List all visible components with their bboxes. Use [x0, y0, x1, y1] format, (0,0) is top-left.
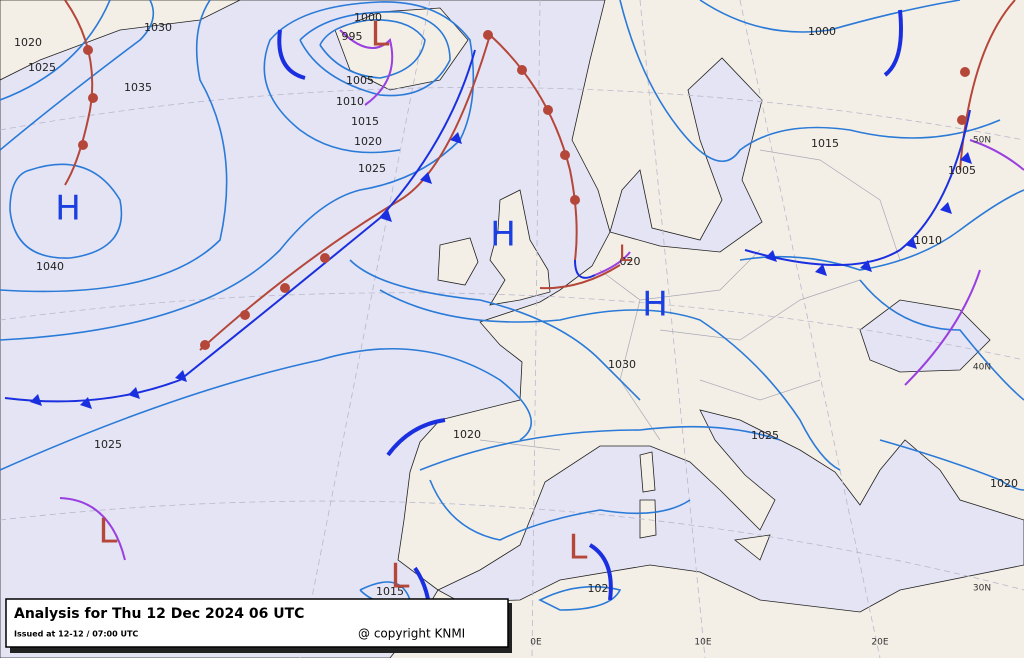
grid-labels: 0E 10E 20E 30N 40N 50N — [530, 136, 991, 648]
caption: Analysis for Thu 12 Dec 2024 06 UTC Issu… — [5, 598, 512, 653]
north-sea-baltic — [609, 57, 763, 253]
isobar-label: 1020 — [14, 36, 42, 49]
isobar-label: 1035 — [124, 81, 152, 94]
caption-title: Analysis for Thu 12 Dec 2024 06 UTC — [14, 606, 304, 622]
isobar-label: 1020 — [990, 477, 1018, 490]
isobar-label: 1040 — [36, 260, 64, 273]
isobar-label: 1025 — [94, 438, 122, 451]
latitude-label: 40N — [973, 363, 991, 373]
ireland — [437, 237, 479, 286]
isobar-label: 1015 — [376, 585, 404, 598]
low-center: L — [391, 557, 410, 597]
high-center: H — [55, 189, 81, 229]
high-center: H — [642, 285, 668, 325]
mediterranean — [437, 409, 1024, 613]
isobar-label: 1015 — [811, 137, 839, 150]
isobar-label: 995 — [342, 30, 363, 43]
isobar-label: 1025 — [28, 61, 56, 74]
latitude-label: 50N — [973, 136, 991, 146]
latitude-label: 30N — [973, 584, 991, 594]
borders — [479, 149, 901, 451]
isobar-label: 1005 — [948, 164, 976, 177]
fronts — [4, 0, 1024, 621]
longitude-label: 20E — [871, 638, 888, 648]
pressure-centers: H H H L L L L L — [55, 15, 668, 597]
isobar-label: 1030 — [144, 21, 172, 34]
low-center: L — [99, 512, 118, 552]
isobar-label: 1010 — [336, 95, 364, 108]
high-center: H — [490, 215, 516, 255]
isobar-label: 1020 — [453, 428, 481, 441]
great-britain — [489, 189, 551, 306]
isobar-label: 1000 — [808, 25, 836, 38]
longitude-label: 10E — [694, 638, 711, 648]
isobar-label: 1025 — [358, 162, 386, 175]
caption-copyright: @ copyright KNMI — [358, 627, 465, 641]
isobar-label: 1020 — [354, 135, 382, 148]
isobar-label: 1010 — [914, 234, 942, 247]
longitude-label: 0E — [530, 638, 542, 648]
isobar-label: 1000 — [354, 11, 382, 24]
isobar-label: 020 — [620, 255, 641, 268]
isobar-label: 102 — [588, 582, 609, 595]
low-center: L — [569, 528, 588, 568]
low-center: L — [619, 242, 632, 267]
low-center: L — [371, 15, 390, 55]
greenland — [0, 0, 241, 81]
isobar-labels: 1020 1025 1030 1035 1040 1000 995 1005 1… — [14, 11, 1018, 598]
italy-islands — [639, 451, 771, 561]
isobar-label: 1025 — [751, 429, 779, 442]
isobar-label: 1030 — [608, 358, 636, 371]
isobar-label: 1005 — [346, 74, 374, 87]
isobar-label: 1015 — [351, 115, 379, 128]
caption-issued: Issued at 12-12 / 07:00 UTC — [14, 630, 138, 639]
